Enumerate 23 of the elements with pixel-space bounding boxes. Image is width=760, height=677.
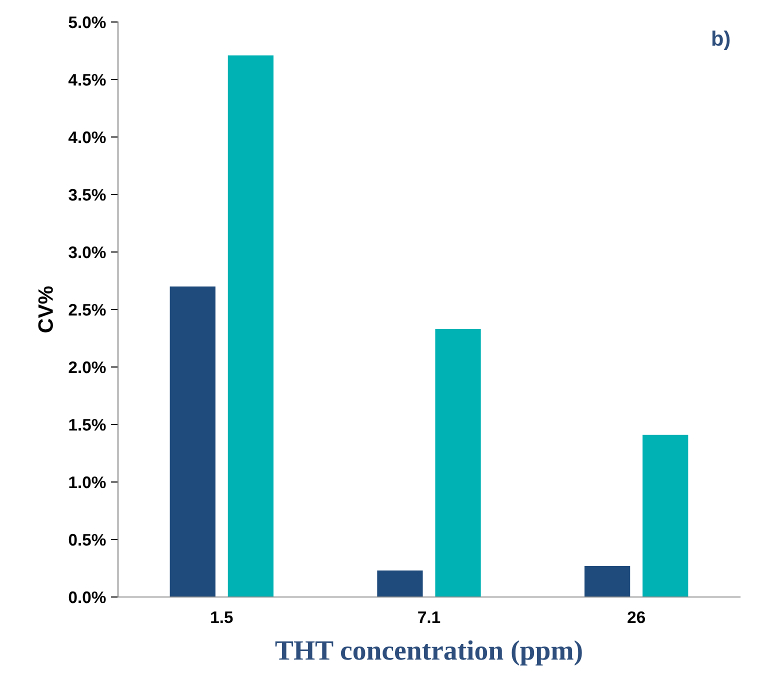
x-axis-title: THT concentration (ppm) xyxy=(275,640,582,666)
y-tick-label: 2.0% xyxy=(68,361,106,374)
y-tick-label: 2.5% xyxy=(68,304,106,316)
bar xyxy=(584,566,630,597)
y-tick-label: 1.0% xyxy=(69,476,106,488)
bar xyxy=(170,286,216,597)
y-axis-title: CV% xyxy=(38,286,53,332)
annotation: b) xyxy=(712,30,730,50)
y-tick-label: 0.0% xyxy=(68,591,106,604)
x-tick-label: 1.5 xyxy=(211,612,233,624)
y-tick-label: 1.5% xyxy=(69,418,106,431)
y-tick-label: 0.5% xyxy=(68,534,106,546)
y-tick-label: 5.0% xyxy=(68,16,106,28)
y-tick-label: 4.0% xyxy=(68,131,106,144)
y-tick-label: 4.5% xyxy=(68,74,106,86)
bar xyxy=(377,570,423,597)
y-tick-label: 3.5% xyxy=(68,188,106,201)
bar xyxy=(435,329,481,597)
x-tick-label: 26 xyxy=(628,611,645,624)
bar xyxy=(228,55,274,597)
x-tick-label: 7.1 xyxy=(418,612,440,623)
y-tick-label: 3.0% xyxy=(68,246,106,258)
bar xyxy=(642,434,688,597)
